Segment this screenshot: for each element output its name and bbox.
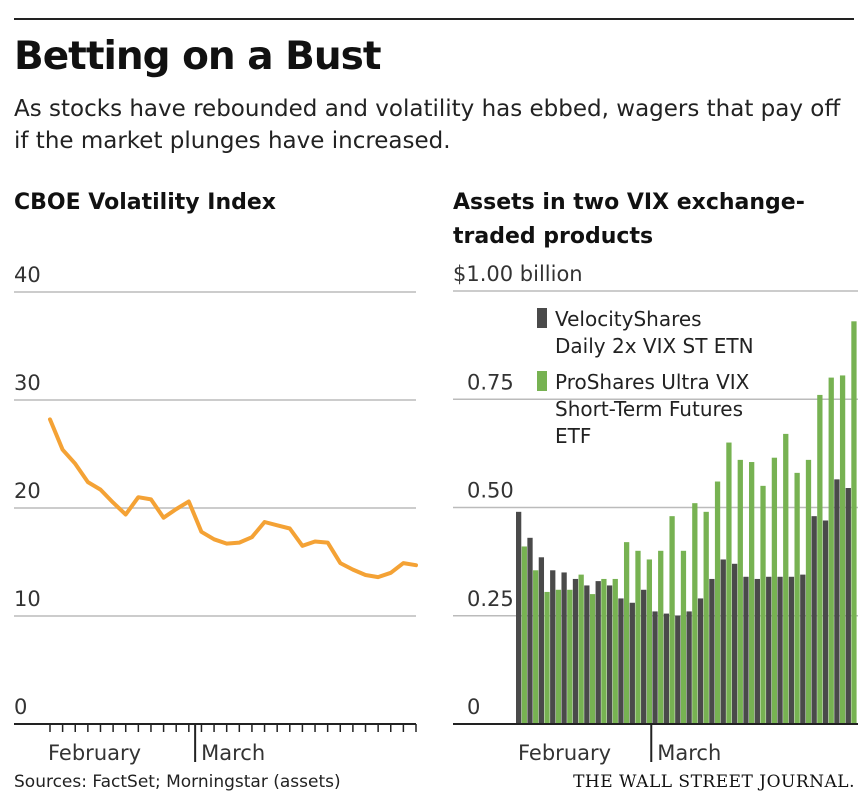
velocity-bar (516, 511, 522, 724)
proshares-bar (760, 485, 766, 724)
proshares-bar (680, 550, 687, 724)
velocity-bar (550, 570, 556, 724)
assets-y-tick-label: 0.75 (467, 370, 514, 394)
velocity-bar (561, 572, 567, 724)
proshares-bar (612, 578, 618, 724)
proshares-bar (771, 457, 778, 724)
vix-y-tick-label: 30 (14, 371, 41, 395)
proshares-legend-swatch (537, 371, 547, 391)
velocity-bar (709, 578, 715, 724)
proshares-bar (635, 550, 641, 724)
vix-line-chart: 0 10 20 30 40 February March (14, 263, 418, 765)
proshares-bar (703, 511, 709, 724)
assets-chart-title: Assets in two VIX exchange-traded produc… (453, 190, 805, 249)
assets-x-month-label: March (657, 741, 721, 765)
vix-series-line (48, 417, 418, 580)
proshares-bar (749, 462, 755, 724)
proshares-bar (839, 375, 846, 724)
vix-y-tick-label: 20 (14, 479, 41, 503)
proshares-bar (817, 394, 823, 724)
velocity-bar (788, 576, 795, 724)
proshares-bar (646, 559, 652, 724)
proshares-bar (533, 570, 539, 724)
proshares-bar (601, 578, 607, 724)
velocity-bar (663, 613, 670, 724)
proshares-bar (544, 591, 550, 724)
velocity-bar (743, 576, 749, 724)
assets-unit-label: $1.00 billion (453, 262, 583, 286)
assets-x-month-label: February (518, 741, 611, 765)
proshares-bar (669, 516, 675, 724)
proshares-bar (623, 542, 630, 724)
headline: Betting on a Bust (14, 34, 381, 79)
velocity-bar (811, 516, 817, 724)
vix-chart-title: CBOE Volatility Index (14, 190, 276, 215)
vix-y-tick-label: 0 (14, 695, 27, 719)
proshares-bar (658, 550, 664, 724)
dek: As stocks have rebounded and volatility … (14, 96, 841, 154)
velocity-bar (822, 520, 829, 724)
velocity-legend-label: VelocityShares Daily 2x VIX ST ETN (555, 307, 754, 358)
proshares-bar (692, 503, 698, 724)
proshares-bar (578, 574, 584, 724)
velocity-legend-swatch (537, 308, 547, 328)
vix-x-month-label: February (48, 741, 141, 765)
proshares-bar (783, 433, 789, 724)
velocity-bar (652, 611, 658, 724)
velocity-bar (584, 585, 590, 724)
assets-y-tick-label: 0 (467, 695, 480, 719)
velocity-bar (834, 479, 840, 724)
velocity-bar (845, 488, 851, 724)
publisher-logo: THE WALL STREET JOURNAL. (573, 772, 855, 792)
proshares-bar (714, 481, 721, 724)
velocity-bar (641, 589, 647, 724)
velocity-bar (527, 537, 533, 724)
assets-y-tick-label: 0.50 (467, 479, 514, 503)
velocity-bar (697, 598, 704, 724)
velocity-bar (766, 576, 772, 724)
velocity-bar (595, 581, 601, 724)
proshares-bar (589, 594, 596, 724)
vix-y-tick-label: 10 (14, 587, 41, 611)
proshares-bar (851, 321, 857, 724)
velocity-bar (777, 576, 783, 724)
vix-y-tick-label: 40 (14, 263, 41, 287)
proshares-bar (555, 589, 562, 724)
proshares-bar (521, 546, 527, 724)
vix-x-month-label: March (201, 741, 265, 765)
proshares-bar (726, 442, 732, 724)
velocity-bar (606, 585, 613, 724)
proshares-legend-label: ProShares Ultra VIX Short-Term Futures ETF (555, 370, 750, 448)
proshares-bar (567, 589, 573, 724)
velocity-bar (686, 611, 692, 724)
velocity-bar (538, 557, 545, 724)
velocity-bar (572, 578, 579, 724)
velocity-bar (800, 574, 806, 724)
top-rule (14, 18, 854, 20)
source-note: Sources: FactSet; Morningstar (assets) (14, 772, 341, 792)
proshares-bar (794, 472, 800, 724)
assets-bar-chart: $1.00 billion 0 0.25 0.50 0.75 February March V… (453, 262, 858, 765)
proshares-bar (805, 459, 812, 724)
proshares-bar (737, 459, 743, 724)
assets-y-tick-label: 0.25 (467, 587, 514, 611)
proshares-bar (828, 377, 834, 724)
velocity-bar (731, 563, 738, 724)
velocity-bar (675, 615, 681, 724)
velocity-bar (629, 602, 635, 724)
velocity-bar (720, 559, 726, 724)
velocity-bar (754, 578, 760, 724)
velocity-bar (618, 598, 624, 724)
